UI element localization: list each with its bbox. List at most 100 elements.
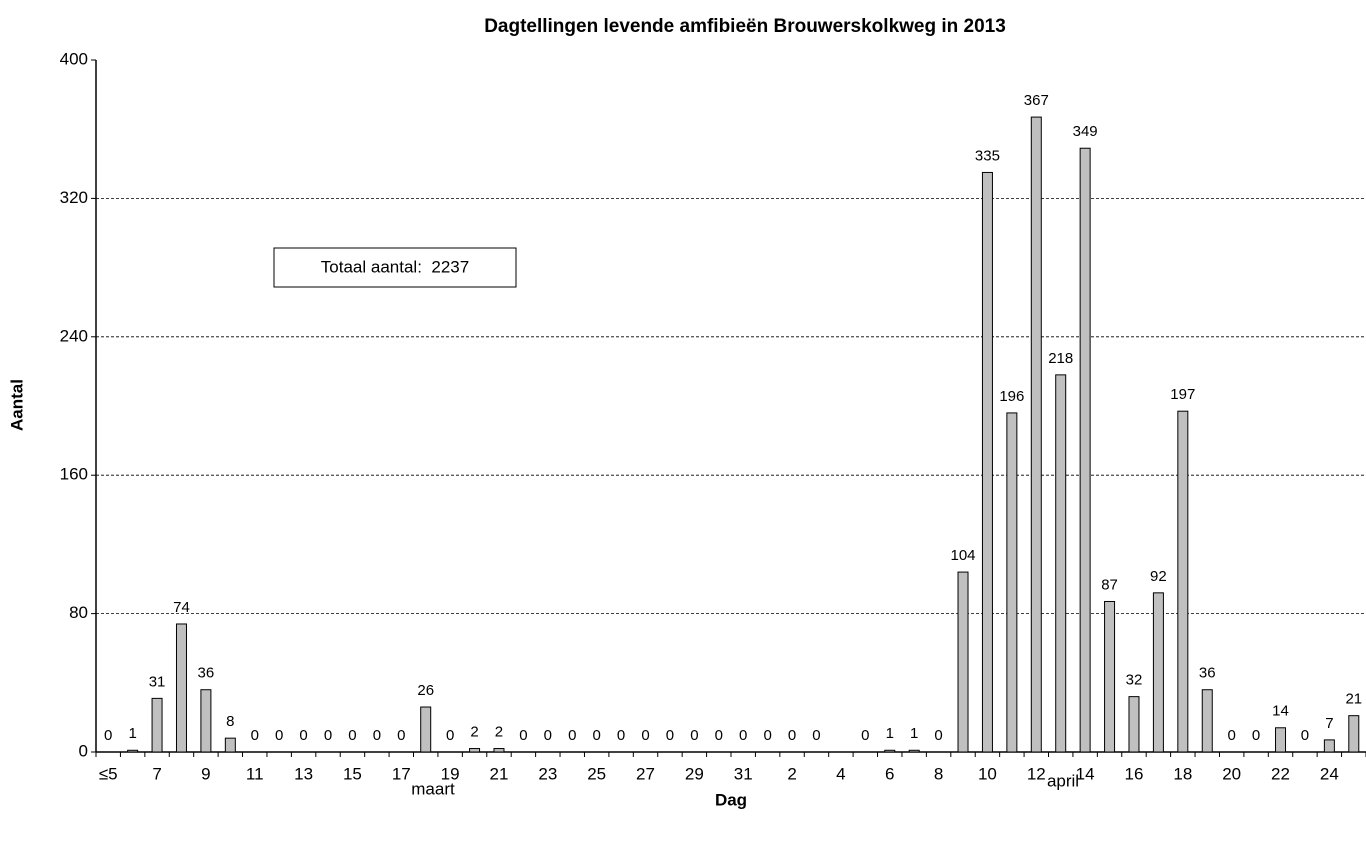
- value-label: 104: [951, 547, 976, 564]
- x-tick-label: 20: [1222, 764, 1241, 783]
- x-tick-label: 22: [1271, 764, 1290, 783]
- value-label: 2: [495, 724, 503, 741]
- value-label: 0: [934, 727, 942, 744]
- bar: [127, 749, 139, 753]
- bar: [981, 171, 993, 753]
- bar: [1006, 412, 1018, 753]
- bar: [1152, 592, 1164, 753]
- value-label: 0: [275, 727, 283, 744]
- x-tick-label: 31: [734, 764, 753, 783]
- value-label: 0: [373, 727, 381, 744]
- bar: [1275, 727, 1287, 753]
- value-label: 1: [910, 725, 918, 742]
- x-tick-label: 14: [1076, 764, 1095, 783]
- value-label: 0: [715, 727, 723, 744]
- value-label: 32: [1126, 672, 1143, 689]
- value-label: 0: [446, 727, 454, 744]
- value-label: 0: [593, 727, 601, 744]
- bar: [957, 571, 969, 753]
- x-tick-label: 24: [1320, 764, 1339, 783]
- value-label: 87: [1101, 576, 1118, 593]
- chart-title: Dagtellingen levende amfibieën Brouwersk…: [484, 16, 1006, 37]
- value-label: 21: [1345, 691, 1362, 708]
- value-label: 1: [886, 725, 894, 742]
- x-tick-label: 8: [934, 764, 943, 783]
- value-label: 0: [544, 727, 552, 744]
- bar: [884, 749, 896, 753]
- value-label: 7: [1325, 715, 1333, 732]
- bar: [1079, 147, 1091, 753]
- x-tick-label: 19: [441, 764, 460, 783]
- value-label: 1: [128, 725, 136, 742]
- x-tick-label: 21: [490, 764, 509, 783]
- value-label: 367: [1024, 92, 1049, 109]
- bar: [908, 749, 920, 753]
- bar: [175, 623, 187, 753]
- annotation: Totaal aantal: 2237: [321, 257, 469, 276]
- bar: [1323, 739, 1335, 753]
- group-label: april: [1047, 771, 1079, 790]
- value-label: 349: [1073, 123, 1098, 140]
- value-label: 74: [173, 599, 190, 616]
- y-tick-label: 0: [79, 741, 88, 760]
- bar: [420, 706, 432, 753]
- value-label: 8: [226, 713, 234, 730]
- x-tick-label: 23: [538, 764, 557, 783]
- x-tick-label: 7: [152, 764, 161, 783]
- value-label: 0: [666, 727, 674, 744]
- value-label: 0: [251, 727, 259, 744]
- x-tick-label: 17: [392, 764, 411, 783]
- value-label: 0: [739, 727, 747, 744]
- bar: [1104, 600, 1116, 753]
- bar: [493, 748, 505, 753]
- value-label: 0: [324, 727, 332, 744]
- bar: [1128, 696, 1140, 753]
- value-label: 26: [417, 682, 434, 699]
- value-label: 0: [104, 727, 112, 744]
- value-label: 0: [763, 727, 771, 744]
- y-tick-label: 400: [60, 49, 88, 68]
- value-label: 0: [641, 727, 649, 744]
- bar: [1348, 715, 1360, 753]
- value-label: 0: [299, 727, 307, 744]
- x-tick-label: 16: [1125, 764, 1144, 783]
- x-tick-label: 29: [685, 764, 704, 783]
- value-label: 0: [812, 727, 820, 744]
- bar: [1177, 410, 1189, 753]
- value-label: 0: [861, 727, 869, 744]
- x-tick-label: 18: [1173, 764, 1192, 783]
- x-tick-label: 13: [294, 764, 313, 783]
- value-label: 0: [397, 727, 405, 744]
- bar: [1055, 374, 1067, 753]
- x-tick-label: ≤5: [99, 764, 118, 783]
- x-tick-label: 9: [201, 764, 210, 783]
- value-label: 92: [1150, 568, 1167, 585]
- value-label: 0: [1252, 727, 1260, 744]
- x-tick-label: 4: [836, 764, 845, 783]
- group-label: maart: [411, 779, 455, 798]
- x-tick-label: 11: [246, 764, 264, 783]
- bar: [1201, 689, 1213, 753]
- y-tick-label: 80: [69, 603, 88, 622]
- x-tick-label: 12: [1027, 764, 1046, 783]
- bar: [224, 737, 236, 753]
- value-label: 335: [975, 147, 1000, 164]
- value-label: 0: [788, 727, 796, 744]
- x-tick-label: 25: [587, 764, 606, 783]
- x-tick-label: 15: [343, 764, 362, 783]
- value-label: 2: [470, 724, 478, 741]
- value-label: 0: [1228, 727, 1236, 744]
- bar: [469, 748, 481, 753]
- bar: [151, 697, 163, 753]
- value-label: 14: [1272, 703, 1289, 720]
- value-label: 0: [1301, 727, 1309, 744]
- y-tick-label: 320: [60, 188, 88, 207]
- bar: [1030, 116, 1042, 753]
- value-label: 36: [1199, 665, 1216, 682]
- value-label: 196: [999, 388, 1024, 405]
- value-label: 0: [519, 727, 527, 744]
- value-label: 31: [149, 673, 166, 690]
- value-label: 218: [1048, 350, 1073, 367]
- y-axis-label: Aantal: [7, 379, 26, 431]
